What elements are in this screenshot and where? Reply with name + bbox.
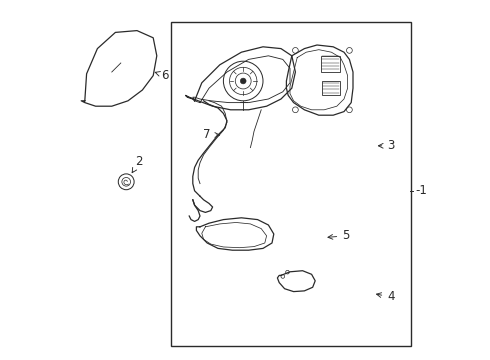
Text: 3: 3 bbox=[378, 139, 394, 152]
Text: -1: -1 bbox=[415, 184, 427, 197]
Text: 6: 6 bbox=[155, 69, 169, 82]
Circle shape bbox=[240, 78, 246, 84]
Text: 4: 4 bbox=[376, 291, 395, 303]
Text: 7: 7 bbox=[203, 129, 220, 141]
Bar bbox=[320, 56, 341, 72]
Text: 5: 5 bbox=[328, 229, 349, 242]
Bar bbox=[322, 81, 340, 95]
Text: 2: 2 bbox=[132, 156, 143, 173]
Bar bbox=[171, 22, 411, 346]
